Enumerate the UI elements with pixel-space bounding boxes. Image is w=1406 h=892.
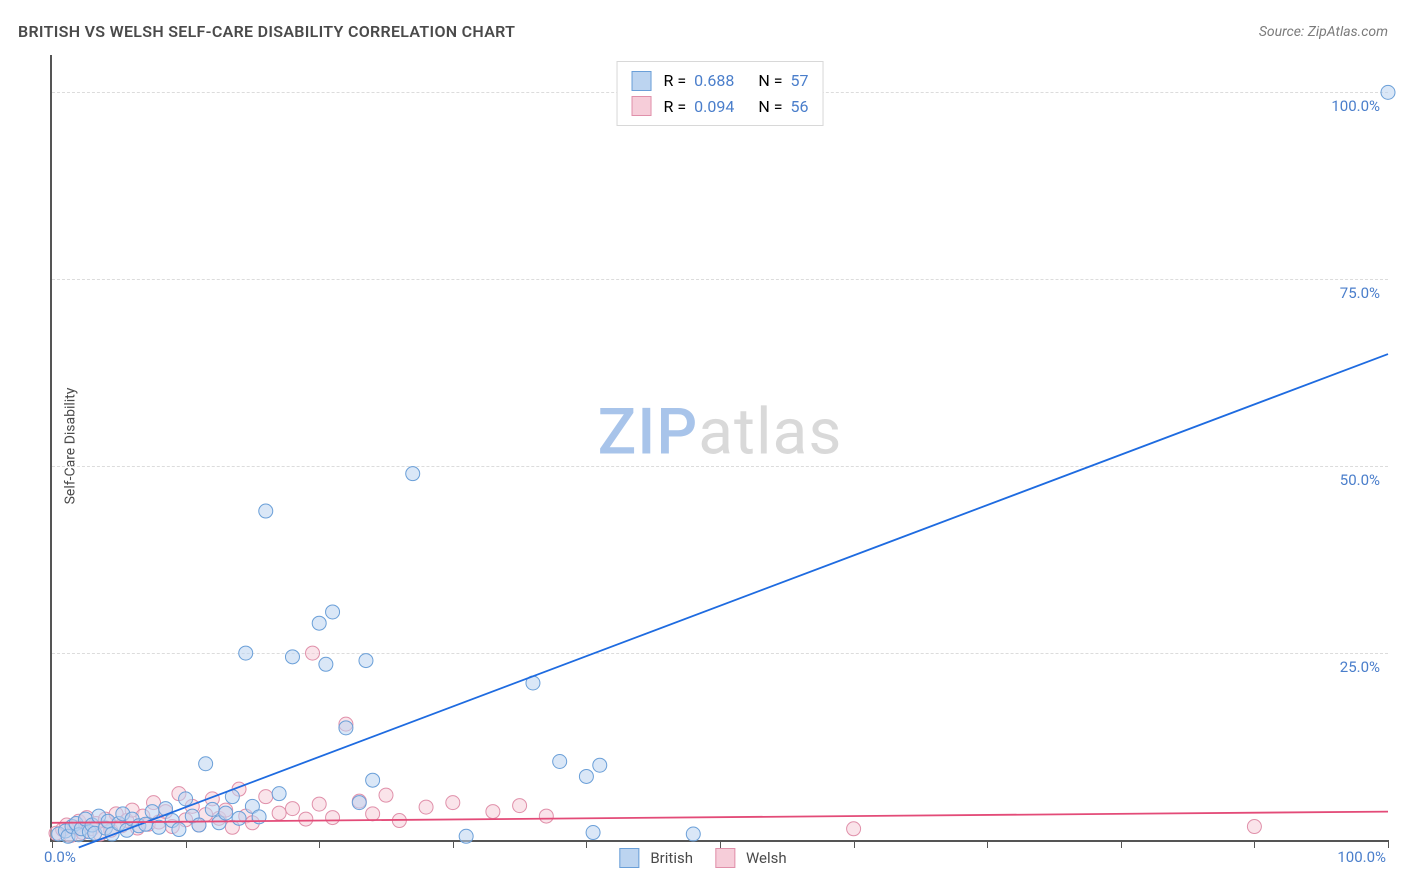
- scatter-point-british: [319, 657, 333, 671]
- scatter-point-british: [232, 811, 246, 825]
- swatch-welsh-bottom: [715, 848, 735, 868]
- scatter-point-british: [686, 827, 700, 841]
- scatter-point-british: [553, 755, 567, 769]
- x-label-right: 100.0%: [1337, 848, 1386, 866]
- scatter-point-british: [259, 504, 273, 518]
- r-value-british: 0.688: [694, 68, 734, 94]
- scatter-point-british: [326, 605, 340, 619]
- scatter-point-british: [312, 616, 326, 630]
- swatch-british: [632, 71, 652, 91]
- legend-series: British Welsh: [619, 848, 786, 868]
- scatter-point-welsh: [419, 800, 433, 814]
- swatch-british-bottom: [619, 848, 639, 868]
- scatter-point-british: [579, 769, 593, 783]
- scatter-point-british: [339, 721, 353, 735]
- scatter-point-british: [179, 792, 193, 806]
- scatter-point-british: [219, 806, 233, 820]
- scatter-point-british: [272, 787, 286, 801]
- swatch-welsh: [632, 96, 652, 116]
- scatter-point-british: [172, 823, 186, 837]
- chart-header: BRITISH VS WELSH SELF-CARE DISABILITY CO…: [18, 22, 1388, 41]
- scatter-point-british: [366, 773, 380, 787]
- chart-plot-area: 25.0%50.0%75.0%100.0% ZIPatlas R = 0.688…: [50, 55, 1388, 842]
- scatter-point-welsh: [486, 805, 500, 819]
- scatter-point-british: [359, 654, 373, 668]
- scatter-point-british: [199, 757, 213, 771]
- legend-row-welsh: R = 0.094 N = 56: [632, 94, 809, 120]
- scatter-point-welsh: [306, 646, 320, 660]
- n-label-2: N =: [758, 94, 782, 120]
- scatter-point-welsh: [1247, 820, 1261, 834]
- legend-item-british: British: [619, 848, 693, 868]
- scatter-point-welsh: [446, 796, 460, 810]
- n-value-british: 57: [790, 68, 808, 94]
- r-value-welsh: 0.094: [694, 94, 734, 120]
- scatter-point-welsh: [513, 799, 527, 813]
- scatter-point-british: [593, 758, 607, 772]
- scatter-point-british: [1381, 85, 1395, 99]
- n-label: N =: [758, 68, 782, 94]
- scatter-point-welsh: [539, 809, 553, 823]
- r-label: R =: [664, 68, 687, 94]
- scatter-point-welsh: [379, 788, 393, 802]
- legend-item-welsh: Welsh: [715, 848, 787, 868]
- scatter-point-welsh: [366, 807, 380, 821]
- scatter-svg: [52, 55, 1388, 840]
- chart-title: BRITISH VS WELSH SELF-CARE DISABILITY CO…: [18, 22, 515, 41]
- chart-source: Source: ZipAtlas.com: [1259, 24, 1388, 40]
- scatter-point-welsh: [312, 797, 326, 811]
- scatter-point-welsh: [299, 812, 313, 826]
- scatter-point-welsh: [285, 802, 299, 816]
- legend-row-british: R = 0.688 N = 57: [632, 68, 809, 94]
- legend-label-welsh: Welsh: [746, 849, 787, 867]
- x-label-left: 0.0%: [44, 848, 76, 866]
- scatter-point-welsh: [272, 806, 286, 820]
- scatter-point-british: [285, 650, 299, 664]
- scatter-point-welsh: [259, 790, 273, 804]
- legend-label-british: British: [650, 849, 693, 867]
- scatter-point-british: [586, 826, 600, 840]
- scatter-point-british: [239, 646, 253, 660]
- r-label-2: R =: [664, 94, 687, 120]
- scatter-point-british: [459, 829, 473, 843]
- scatter-point-british: [192, 818, 206, 832]
- scatter-point-british: [352, 796, 366, 810]
- n-value-welsh: 56: [790, 94, 808, 120]
- scatter-point-british: [205, 802, 219, 816]
- scatter-point-welsh: [326, 811, 340, 825]
- legend-correlation: R = 0.688 N = 57 R = 0.094 N = 56: [617, 61, 824, 126]
- scatter-point-british: [406, 467, 420, 481]
- scatter-point-british: [145, 805, 159, 819]
- trend-line-british: [79, 354, 1388, 847]
- scatter-point-welsh: [847, 822, 861, 836]
